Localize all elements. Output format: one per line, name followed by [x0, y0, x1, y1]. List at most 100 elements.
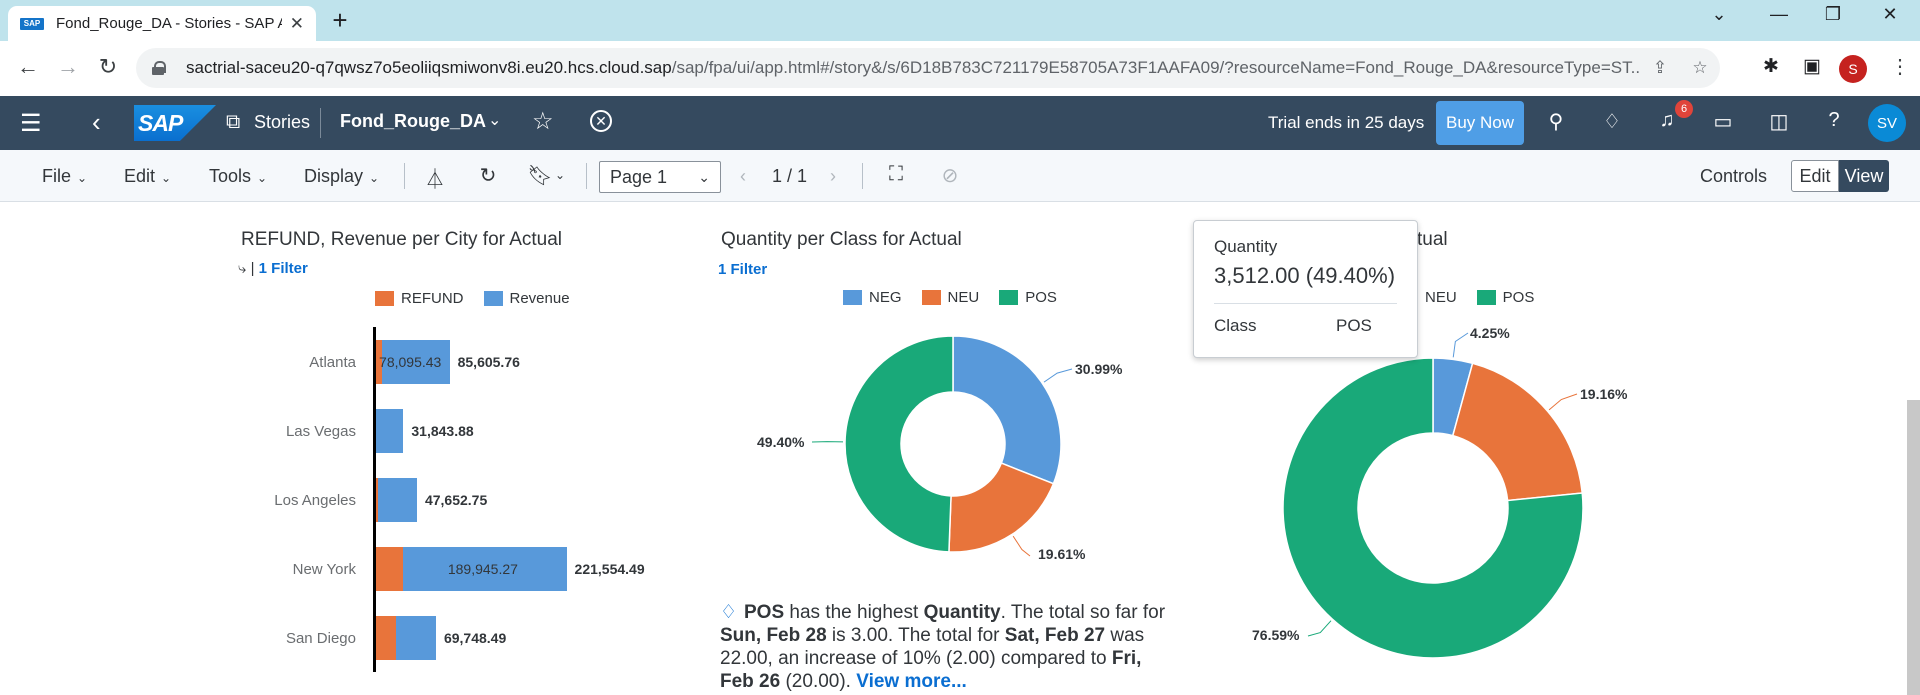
edit-menu-label: Edit	[124, 166, 156, 186]
new-tab-button[interactable]: +	[332, 5, 348, 35]
bookmark-star-icon[interactable]: ☆	[1692, 58, 1708, 77]
story-toolbar: File ⌄ Edit ⌄ Tools ⌄ Display ⌄ ⏃ ↻ 🔖︎ ⌄ Pag…	[0, 150, 1920, 202]
view-mode-button[interactable]: View	[1839, 160, 1889, 192]
back-arrow-icon[interactable]: ←	[17, 54, 39, 79]
stories-link[interactable]: Stories	[254, 112, 311, 132]
lightbulb-icon[interactable]: ♢	[1603, 111, 1621, 133]
scrollbar[interactable]	[1907, 400, 1920, 695]
chevron-down-icon[interactable]: ⌄	[554, 168, 566, 182]
insight-text: Sat, Feb 27	[1004, 625, 1106, 646]
hamburger-menu-icon[interactable]: ☰	[20, 110, 42, 137]
close-circle-icon[interactable]: ✕	[590, 110, 612, 132]
legend-swatch	[843, 290, 862, 305]
favorite-star-icon[interactable]: ☆	[532, 108, 554, 135]
display-menu[interactable]: Display ⌄	[304, 166, 379, 187]
bar-revenue[interactable]	[403, 547, 567, 591]
view-more-link[interactable]: View more...	[856, 671, 967, 692]
display-menu-label: Display	[304, 166, 364, 186]
help-icon[interactable]: ?	[1828, 109, 1840, 131]
back-chevron-icon[interactable]: ‹	[92, 107, 101, 137]
insight-text: . The total so far for	[1000, 602, 1166, 623]
legend-item-refund: REFUND	[375, 290, 464, 307]
close-window-button[interactable]: ✕	[1882, 4, 1898, 24]
chevron-down-icon: ⌄	[161, 171, 172, 185]
side-panel-icon[interactable]: ▣	[1803, 56, 1821, 77]
bar-total-label: 47,652.75	[424, 492, 488, 508]
category-label: New York	[292, 561, 356, 578]
legend-swatch	[375, 291, 394, 306]
story-name[interactable]: Fond_Rouge_DA	[340, 111, 486, 131]
reload-icon[interactable]: ↻	[98, 54, 118, 79]
fullscreen-icon[interactable]: ⛶	[889, 163, 903, 185]
file-menu-label: File	[42, 166, 72, 186]
feedback-icon[interactable]: ◫	[1769, 111, 1789, 133]
bar-revenue[interactable]	[382, 340, 450, 384]
browser-tab[interactable]: SAP Fond_Rouge_DA - Stories - SAP A ✕	[8, 6, 316, 41]
bar-refund[interactable]	[376, 340, 383, 384]
chevron-down-icon: ⌄	[257, 171, 268, 185]
legend-item-pos: POS	[999, 289, 1057, 306]
chart2-title: Quantity per Class for Actual	[721, 229, 962, 250]
legend-label: REFUND	[401, 290, 464, 307]
legend-item-neg: NEG	[843, 289, 902, 306]
legend-label: NEU	[1425, 289, 1457, 306]
category-label: San Diego	[285, 630, 356, 647]
compass-icon[interactable]: ⊘	[941, 165, 959, 187]
legend-swatch	[921, 290, 941, 305]
lightbulb-icon: ♢	[720, 602, 738, 623]
refresh-icon[interactable]: ↻	[479, 165, 497, 187]
controls-link[interactable]: Controls	[1700, 166, 1768, 186]
url-host: sactrial-saceu20-q7qwsz7o5eoliiqsmiwonv8…	[186, 58, 672, 77]
chart1-axis	[373, 327, 376, 672]
browser-menu-icon[interactable]: ⋮	[1890, 56, 1910, 78]
edit-mode-button[interactable]: Edit	[1791, 160, 1839, 192]
toolbar-separator	[862, 163, 863, 189]
user-avatar[interactable]: SV	[1868, 104, 1906, 142]
next-page-icon[interactable]: ›	[830, 166, 836, 186]
tooltip-dim-label: Class	[1214, 316, 1257, 335]
buy-now-button[interactable]: Buy Now	[1436, 101, 1524, 145]
filter-icon[interactable]: ⏃	[425, 169, 445, 191]
insight-text: has the highest	[784, 602, 924, 623]
tools-menu-label: Tools	[209, 166, 252, 186]
bar-revenue[interactable]	[395, 616, 436, 660]
search-icon[interactable]: ⚲	[1548, 111, 1564, 133]
tooltip-dim-value: POS	[1336, 316, 1372, 335]
chart2-filter-link[interactable]: 1 Filter	[718, 261, 768, 278]
chevron-down-icon: ⌄	[369, 171, 380, 185]
tab-title: Fond_Rouge_DA - Stories - SAP A	[56, 15, 282, 32]
prev-page-icon[interactable]: ‹	[740, 166, 746, 186]
bar-refund[interactable]	[376, 616, 396, 660]
legend-label: POS	[1502, 289, 1535, 306]
profile-avatar[interactable]: S	[1839, 55, 1867, 83]
bar-revenue[interactable]	[377, 478, 417, 522]
bar-inner-label: 189,945.27	[447, 561, 518, 577]
extensions-icon[interactable]: ✱	[1763, 56, 1779, 77]
chart1-title: REFUND, Revenue per City for Actual	[241, 229, 563, 250]
file-menu[interactable]: File ⌄	[42, 166, 87, 187]
notification-bell-icon[interactable]: ♫	[1659, 109, 1675, 131]
page-select[interactable]: Page 1 ⌄	[599, 161, 721, 193]
stories-icon: ⧉	[226, 111, 241, 133]
sap-logo[interactable]: SAP	[134, 105, 216, 141]
share-icon[interactable]: ⇪	[1652, 58, 1668, 77]
forward-arrow-icon[interactable]: →	[57, 54, 79, 79]
legend-swatch	[1476, 290, 1496, 305]
bar-refund[interactable]	[376, 478, 378, 522]
address-bar[interactable]: sactrial-saceu20-q7qwsz7o5eoliiqsmiwonv8…	[136, 48, 1720, 88]
story-chevron-down-icon[interactable]: ⌄	[488, 112, 502, 129]
tools-menu[interactable]: Tools ⌄	[209, 166, 267, 187]
chart1-filter-link[interactable]: ⤷ | 1 Filter	[238, 260, 308, 277]
bar-revenue[interactable]	[376, 409, 404, 453]
bar-refund[interactable]	[376, 547, 404, 591]
bookmark-icon[interactable]: 🔖︎	[527, 165, 553, 187]
minimize-button[interactable]: —	[1770, 4, 1788, 24]
discussions-icon[interactable]: ▭	[1713, 111, 1733, 133]
tab-search-icon[interactable]: ⌄	[1711, 4, 1727, 24]
legend-swatch	[999, 290, 1019, 305]
close-tab-icon[interactable]: ✕	[289, 13, 304, 33]
restore-button[interactable]: ❐	[1824, 4, 1842, 24]
edit-menu[interactable]: Edit ⌄	[124, 166, 171, 187]
toolbar-separator	[586, 163, 587, 189]
toolbar-separator	[404, 163, 405, 189]
